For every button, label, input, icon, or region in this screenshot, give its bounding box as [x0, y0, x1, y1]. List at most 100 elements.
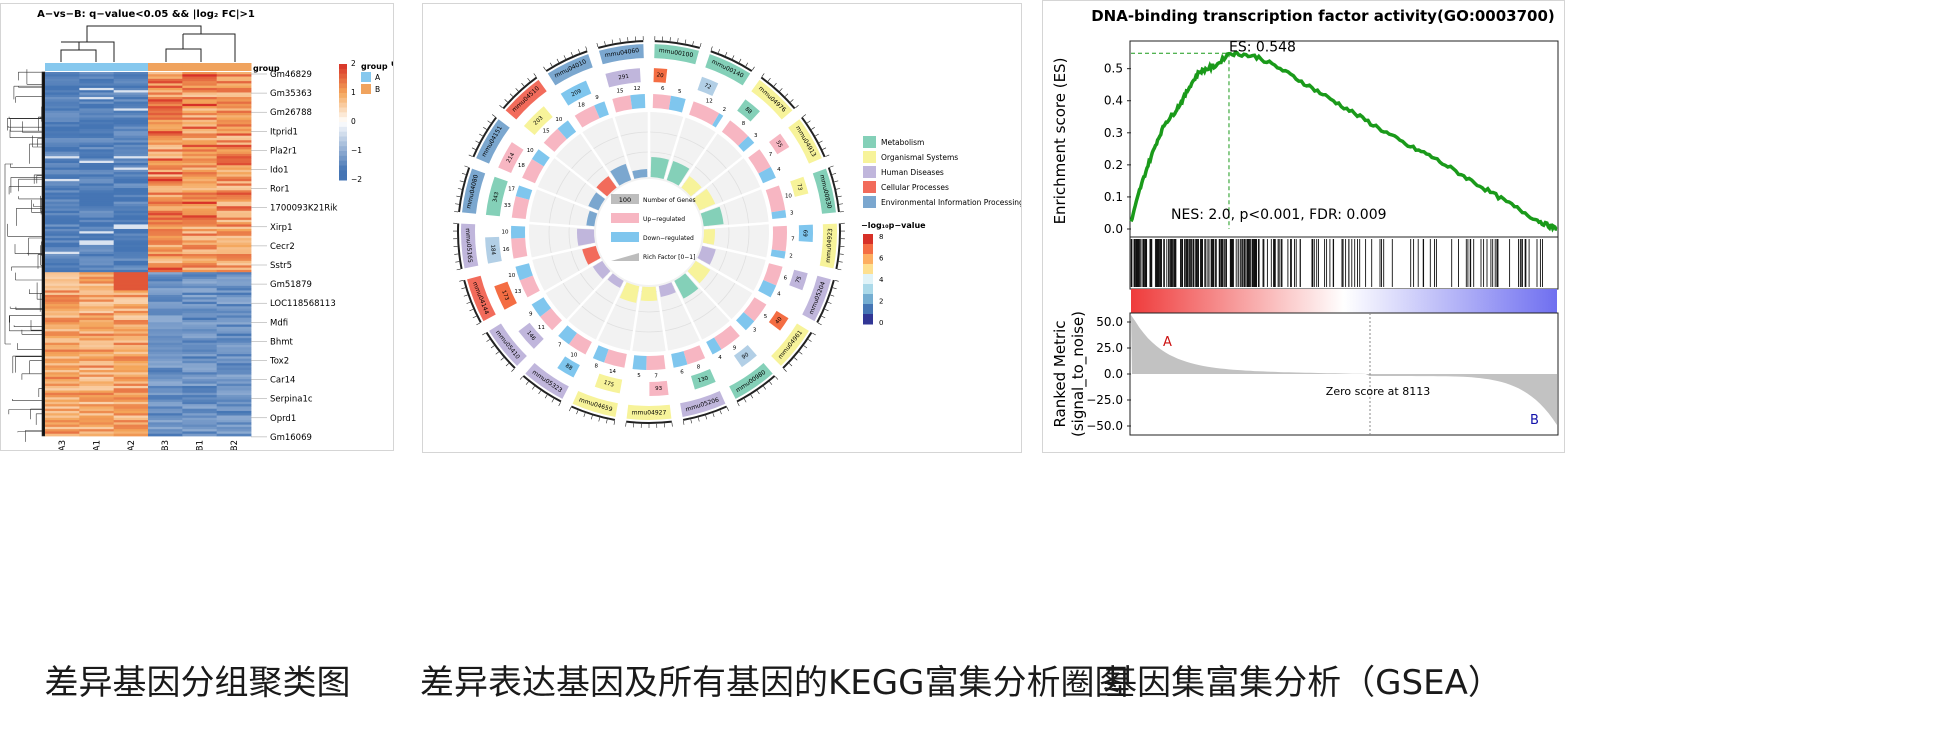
heatmap-cell — [45, 244, 80, 248]
heatmap-cell — [148, 431, 183, 435]
heatmap-cell — [182, 181, 218, 184]
heatmap-cell — [216, 215, 252, 218]
heatmap-cell — [113, 292, 149, 296]
down-regulated-bar — [630, 94, 646, 110]
heatmap-cell — [216, 415, 252, 419]
heatmap-cell — [216, 356, 252, 360]
heatmap-cell — [148, 81, 183, 84]
heatmap-cell — [148, 72, 183, 75]
heatmap-cell — [216, 347, 252, 350]
heatmap-cell — [182, 215, 218, 218]
heatmap-cell — [79, 78, 115, 82]
heatmap-cell — [148, 167, 183, 171]
heatmap-cell — [113, 319, 149, 323]
heatmap-cell — [45, 283, 80, 287]
heatmap-cell — [216, 251, 252, 255]
heatmap-cell — [216, 249, 252, 253]
heatmap-cell — [148, 188, 183, 191]
category-legend-swatch — [863, 136, 876, 148]
down-count: 5 — [637, 373, 641, 379]
heatmap-cell — [79, 149, 115, 153]
heatmap-cell — [148, 322, 183, 325]
heatmap-cell — [182, 351, 218, 355]
heatmap-cell — [79, 112, 115, 116]
heatmap-cell — [79, 390, 115, 394]
heatmap-cell — [45, 390, 80, 394]
heatmap-cell — [182, 324, 218, 328]
heatmap-cell — [216, 185, 252, 189]
outer-scale-tick — [495, 351, 500, 355]
column-label: B1 — [196, 440, 206, 450]
heatmap-cell — [216, 217, 252, 221]
inner-legend-label: Down−regulated — [643, 235, 694, 242]
color-scale-step — [339, 88, 347, 94]
outer-scale-tick — [463, 294, 468, 297]
column-label: A1 — [93, 440, 103, 450]
heatmap-cell — [182, 415, 218, 419]
heatmap-cell — [216, 420, 252, 423]
heatmap-cell — [79, 290, 115, 294]
rich-factor-bar — [610, 163, 632, 186]
heatmap-cell — [113, 74, 149, 77]
color-scale-step — [339, 102, 347, 108]
heatmap-cell — [182, 208, 218, 212]
heatmap-cell — [148, 349, 183, 353]
down-regulated-bar — [771, 210, 787, 220]
heatmap-cell — [148, 308, 183, 312]
heatmap-cell — [45, 374, 80, 378]
down-count: 3 — [754, 133, 758, 139]
heatmap-cell — [182, 367, 218, 371]
heatmap-cell — [182, 217, 218, 221]
pathway-count: 343 — [492, 191, 500, 203]
heatmap-cell — [216, 360, 252, 364]
heatmap-cell — [182, 147, 218, 150]
heatmap-cell — [216, 272, 252, 275]
heatmap-cell — [113, 137, 149, 141]
heatmap-cell — [45, 131, 80, 134]
pathway-count-bar — [494, 281, 517, 310]
pathway-id: mmu04976 — [757, 85, 787, 114]
outer-scale-tick — [487, 120, 492, 124]
heatmap-cell — [45, 85, 80, 89]
heatmap-cell — [79, 158, 115, 162]
color-scale-step — [339, 160, 347, 166]
color-scale-step — [339, 73, 347, 79]
outer-scale-ring — [463, 279, 482, 323]
pathway-count-bar — [557, 356, 580, 378]
heatmap-cell — [79, 167, 115, 171]
heatmap-cell — [45, 340, 80, 344]
heatmap-cell — [45, 331, 80, 335]
color-scale-step — [339, 141, 347, 147]
heatmap-cell — [216, 142, 252, 146]
outer-scale-tick — [808, 339, 812, 342]
heatmap-cell — [45, 197, 80, 200]
outer-scale-tick — [483, 127, 487, 130]
rich-factor-bar — [632, 169, 648, 179]
heatmap-cell — [79, 185, 115, 189]
heatmap-cell — [113, 281, 149, 284]
heatmap-cell — [113, 360, 149, 364]
heatmap-cell — [148, 213, 183, 216]
heatmap-cell — [182, 174, 218, 178]
heatmap-cell — [79, 160, 115, 164]
heatmap-cells — [45, 63, 252, 437]
pvalue-legend-step — [863, 274, 873, 285]
heatmap-cell — [113, 149, 149, 153]
heatmap-cell — [182, 124, 218, 127]
heatmap-cell — [148, 388, 183, 391]
heatmap-cell — [113, 115, 149, 118]
heatmap-cell — [113, 153, 149, 157]
heatmap-cell — [182, 126, 218, 130]
heatmap-cell — [216, 433, 252, 437]
heatmap-cell — [45, 324, 80, 328]
up-count: 6 — [784, 276, 788, 282]
category-legend-label: Human Diseases — [881, 168, 944, 177]
heatmap-cell — [216, 115, 252, 118]
up-count: 10 — [785, 194, 792, 200]
group-legend-title-overflow: up — [391, 59, 393, 68]
heatmap-cell — [79, 267, 115, 271]
heatmap-cell — [148, 174, 183, 178]
heatmap-cell — [113, 119, 149, 123]
heatmap-cell — [216, 335, 252, 339]
heatmap-cell — [113, 351, 149, 355]
